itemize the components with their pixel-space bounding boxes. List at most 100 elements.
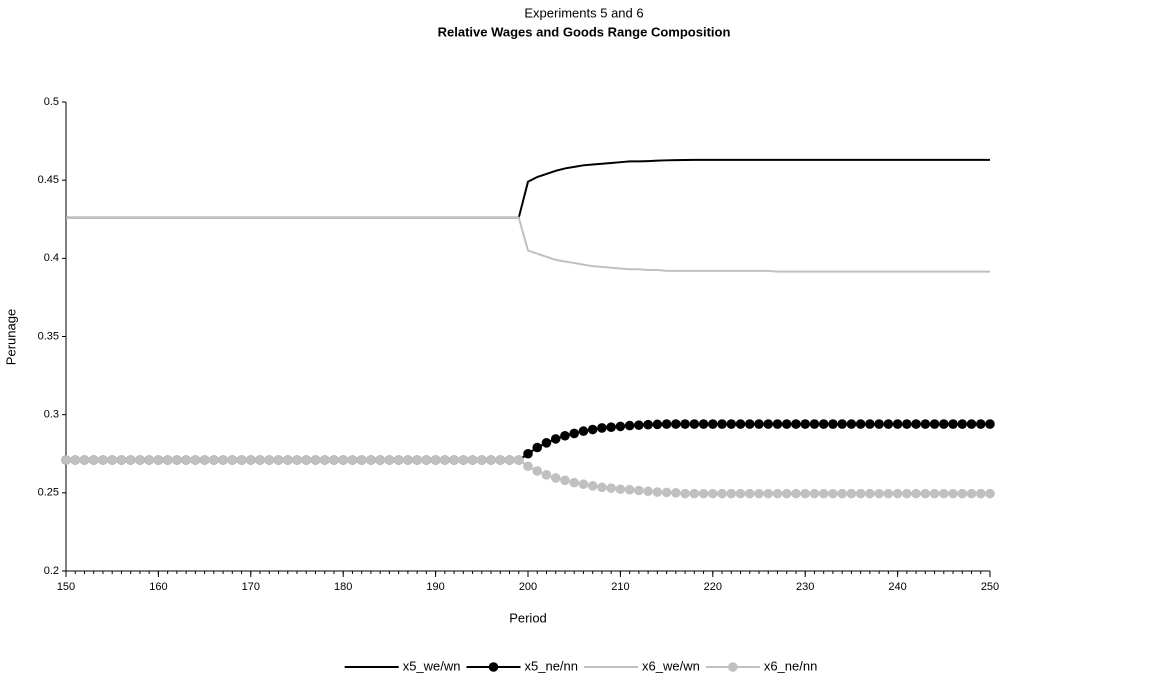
legend-item: x5_ne/nn [466, 658, 579, 673]
legend-item: x5_we/wn [344, 658, 461, 673]
x-axis-title: Period [509, 610, 547, 625]
series-marker [652, 487, 663, 497]
x-tick-label: 220 [704, 581, 722, 593]
series-marker [190, 455, 201, 465]
series-marker [116, 455, 127, 465]
series-marker [671, 488, 681, 498]
series-marker [698, 488, 709, 499]
series-marker [403, 455, 413, 465]
chart-title: Relative Wages and Goods Range Compositi… [438, 24, 731, 39]
series-marker [726, 419, 737, 429]
series-marker [929, 419, 940, 429]
series-marker [920, 419, 931, 429]
y-tick-label: 0.45 [38, 174, 59, 186]
series-marker [597, 482, 607, 493]
series-marker [671, 419, 681, 429]
series-marker [966, 488, 977, 499]
series-marker [883, 419, 894, 429]
series-marker [818, 488, 829, 499]
series-marker [375, 455, 385, 465]
series-marker [560, 430, 570, 441]
series-marker [680, 419, 690, 429]
series-marker [273, 455, 284, 465]
series-marker [874, 419, 884, 429]
series-marker [282, 455, 293, 465]
series-marker [569, 477, 579, 488]
series-marker [615, 421, 626, 432]
x-tick-label: 180 [334, 581, 352, 593]
series-marker [504, 455, 515, 465]
series-marker [689, 488, 700, 499]
series-marker [310, 455, 321, 465]
series-marker [513, 455, 524, 465]
series-marker [430, 455, 441, 465]
series-marker [634, 420, 644, 430]
series-marker [236, 455, 247, 465]
series-marker [865, 488, 875, 499]
series-marker [846, 488, 857, 499]
series-marker [597, 423, 607, 433]
series-marker [975, 488, 986, 499]
series-marker [818, 419, 829, 429]
series-marker [717, 419, 727, 429]
legend-label: x5_ne/nn [525, 658, 579, 673]
series-marker [125, 455, 136, 465]
series-marker [966, 419, 977, 429]
x-tick-label: 250 [981, 581, 999, 593]
series-marker [828, 419, 838, 429]
series-marker [948, 419, 958, 429]
series-marker [61, 455, 71, 465]
series-line [66, 158, 990, 219]
legend-marker [488, 662, 499, 672]
series-marker [412, 455, 422, 465]
series-marker [855, 419, 866, 429]
series-marker [301, 455, 312, 465]
series-marker [855, 488, 866, 499]
series-marker [440, 455, 450, 465]
series-marker [172, 455, 182, 465]
series-marker [319, 455, 330, 465]
series-marker [606, 422, 616, 432]
series-marker [985, 419, 995, 429]
series-marker [624, 484, 635, 495]
series-marker [70, 455, 81, 465]
series-marker [837, 488, 847, 499]
series-marker [560, 475, 570, 486]
x-tick-label: 170 [242, 581, 260, 593]
series-marker [578, 426, 589, 436]
series-marker [578, 479, 589, 490]
series-marker [209, 455, 219, 465]
series-marker [292, 455, 302, 465]
series-marker [393, 455, 404, 465]
series-marker [735, 419, 746, 429]
series-marker [467, 455, 478, 465]
y-tick-label: 0.25 [38, 487, 59, 499]
series-marker [79, 455, 90, 465]
series-marker [366, 455, 376, 465]
y-axis-title: Perunage [3, 309, 18, 365]
series-marker [477, 455, 487, 465]
series-marker [199, 455, 210, 465]
x-tick-label: 190 [426, 581, 444, 593]
series-marker [634, 485, 644, 496]
series-marker [615, 484, 626, 495]
series-marker [255, 455, 265, 465]
series-marker [975, 419, 986, 429]
legend-item: x6_ne/nn [705, 658, 817, 673]
series-marker [144, 455, 154, 465]
series-marker [754, 488, 764, 499]
series-marker [384, 455, 395, 465]
series-marker [689, 419, 700, 429]
y-tick-label: 0.35 [38, 330, 59, 342]
series-marker [837, 419, 847, 429]
series-marker [495, 455, 506, 465]
y-tick-label: 0.2 [44, 565, 59, 577]
series-marker [809, 488, 820, 499]
series-marker [541, 438, 552, 448]
series-marker [911, 488, 921, 499]
series-marker [708, 488, 718, 499]
series-marker [865, 419, 875, 429]
series-marker [763, 419, 774, 429]
series-marker [532, 442, 543, 453]
